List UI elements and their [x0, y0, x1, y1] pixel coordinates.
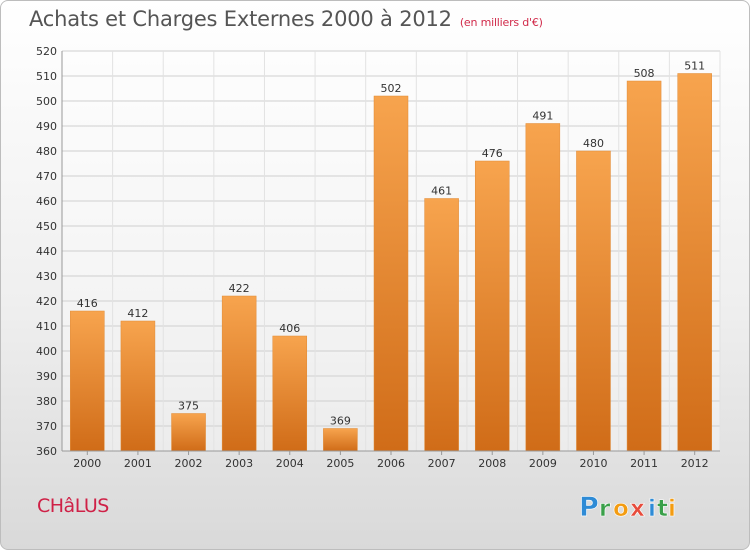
bar-2003: [221, 295, 257, 452]
value-label-2006: 502: [381, 82, 402, 95]
y-tick-label: 500: [36, 95, 57, 108]
bar-2004: [272, 335, 308, 452]
axis-layer: 3603703803904004104204304404504604704804…: [36, 45, 720, 470]
logo-letter: x: [630, 496, 645, 522]
y-tick-label: 420: [36, 295, 57, 308]
labels-layer: 416 412 375 422 406 369 502 461 476 491 480 508 511: [77, 60, 705, 428]
x-tick-label-2008: 2008: [478, 457, 506, 470]
y-tick-label: 490: [36, 120, 57, 133]
value-label-2004: 406: [279, 322, 300, 335]
value-label-2011: 508: [634, 67, 655, 80]
bar-2010: [576, 150, 611, 452]
x-tick-label-2003: 2003: [225, 457, 253, 470]
y-tick-label: 380: [36, 395, 57, 408]
title-text: Achats et Charges Externes 2000 à 2012: [29, 7, 452, 31]
logo-letter: t: [657, 496, 668, 522]
chart-subtitle: (en milliers d'€): [459, 16, 543, 29]
bar-2011: [626, 80, 662, 452]
y-tick-label: 400: [36, 345, 57, 358]
y-tick-label: 460: [36, 195, 57, 208]
y-tick-label: 450: [36, 220, 57, 233]
bars-layer: [70, 73, 712, 452]
x-tick-label-2005: 2005: [326, 457, 354, 470]
x-tick-label-2004: 2004: [276, 457, 304, 470]
y-tick-label: 410: [36, 320, 57, 333]
logo-letter: r: [599, 496, 611, 522]
x-tick-label-2002: 2002: [175, 457, 203, 470]
y-tick-label: 470: [36, 170, 57, 183]
value-label-2007: 461: [431, 185, 452, 198]
bar-2000: [70, 310, 105, 452]
logo-letter: i: [668, 496, 676, 522]
bar-2002: [171, 413, 206, 452]
value-label-2009: 491: [532, 110, 553, 123]
bar-2001: [120, 320, 156, 452]
value-label-2005: 369: [330, 415, 351, 428]
x-tick-label-2010: 2010: [579, 457, 607, 470]
logo-letter: o: [613, 496, 629, 522]
y-tick-label: 480: [36, 145, 57, 158]
x-tick-label-2011: 2011: [630, 457, 658, 470]
logo-letter: P: [579, 492, 599, 523]
x-tick-label-2000: 2000: [73, 457, 101, 470]
x-tick-label-2001: 2001: [124, 457, 152, 470]
chart-title: Achats et Charges Externes 2000 à 2012 (e…: [29, 7, 543, 31]
x-tick-label-2007: 2007: [428, 457, 456, 470]
x-tick-label-2006: 2006: [377, 457, 405, 470]
bar-2008: [474, 160, 510, 452]
y-tick-label: 390: [36, 370, 57, 383]
y-tick-label: 440: [36, 245, 57, 258]
bar-2005: [323, 428, 358, 452]
y-tick-label: 430: [36, 270, 57, 283]
y-tick-label: 370: [36, 420, 57, 433]
value-label-2010: 480: [583, 137, 604, 150]
value-label-2000: 416: [77, 297, 98, 310]
logo-letter: i: [648, 496, 656, 522]
commune-name: CHâLUS: [37, 495, 109, 517]
bar-2009: [525, 123, 561, 452]
bar-2007: [424, 198, 459, 452]
value-label-2012: 511: [684, 60, 705, 73]
value-label-2001: 412: [127, 307, 148, 320]
value-label-2002: 375: [178, 400, 199, 413]
bar-2006: [373, 95, 409, 452]
x-tick-label-2012: 2012: [681, 457, 709, 470]
value-label-2008: 476: [482, 147, 503, 160]
y-tick-label: 520: [36, 45, 57, 58]
bar-2012: [677, 73, 712, 452]
value-label-2003: 422: [229, 282, 250, 295]
x-tick-label-2009: 2009: [529, 457, 557, 470]
y-tick-label: 510: [36, 70, 57, 83]
y-tick-label: 360: [36, 445, 57, 458]
